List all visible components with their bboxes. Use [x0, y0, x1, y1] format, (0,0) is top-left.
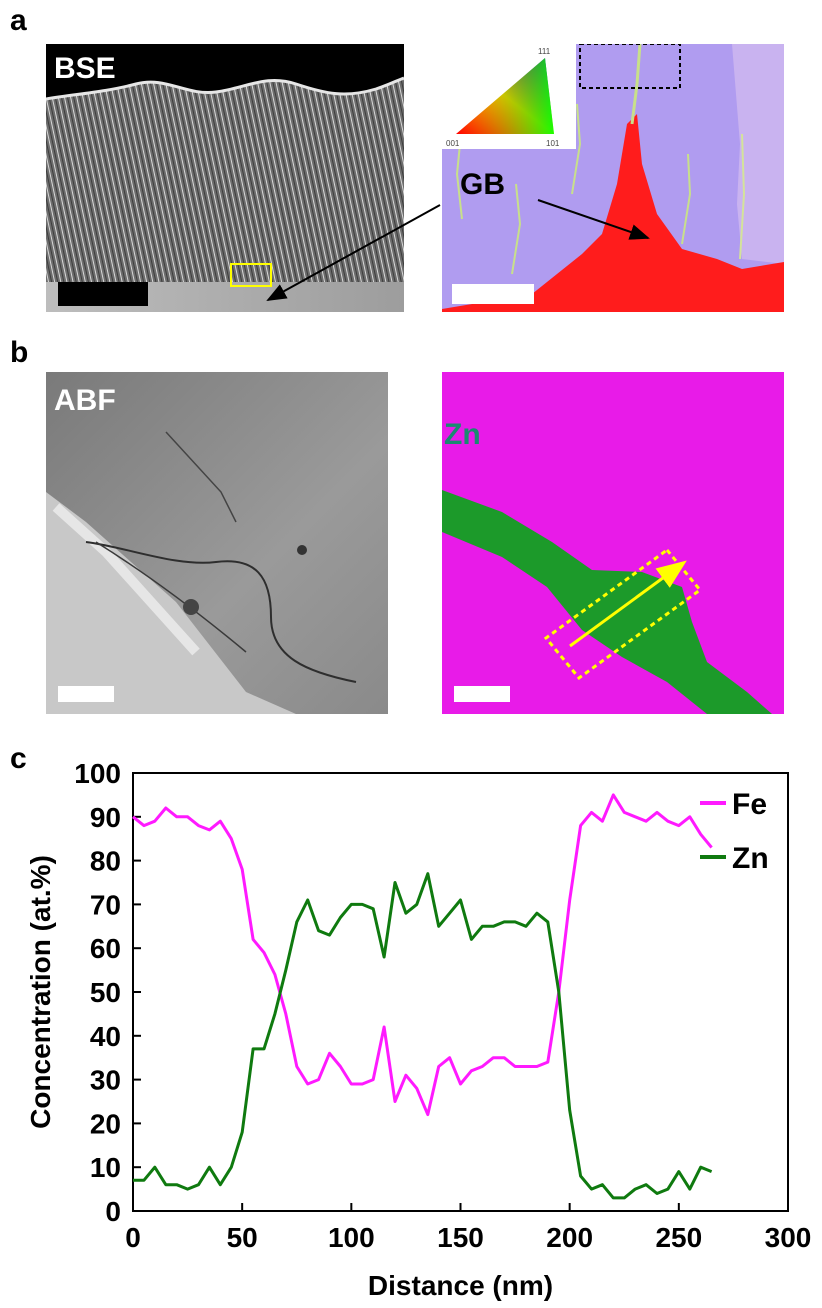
- panel-a-arrows: [266, 199, 650, 301]
- y-tick-label: 40: [90, 1021, 121, 1052]
- series-line-zn: [133, 872, 713, 1200]
- x-tick-label: 150: [437, 1222, 484, 1253]
- x-tick-label: 0: [125, 1222, 141, 1253]
- x-tick-label: 50: [227, 1222, 258, 1253]
- y-tick-label: 90: [90, 802, 121, 833]
- legend-label-fe: Fe: [732, 788, 767, 821]
- abf-micrograph: [46, 372, 388, 714]
- x-axis-label: Distance (nm): [368, 1270, 553, 1301]
- panel-label-c: c: [10, 742, 27, 775]
- ipf-color-key: 111 001 101: [442, 44, 576, 149]
- x-tick-label: 300: [765, 1222, 812, 1253]
- abf-image: ABF: [46, 372, 388, 714]
- ebsd-map: 111 001 101 GB: [442, 44, 784, 312]
- scale-bar: [454, 686, 510, 702]
- panel-label-a: a: [10, 4, 27, 37]
- y-tick-label: 100: [74, 758, 121, 789]
- y-tick-label: 80: [90, 846, 121, 877]
- concentration-profile-chart: 0 50 100 150 200 250 300 0 10 20 30 40 50 60 70 80 90 100…: [25, 758, 812, 1301]
- y-tick-label: 70: [90, 889, 121, 920]
- ipf-right-label: 101: [546, 139, 560, 148]
- scale-bar: [452, 284, 534, 304]
- line-scan-arrow: [569, 560, 687, 648]
- ipf-triangle: 111 001 101: [446, 47, 560, 148]
- y-tick-label: 20: [90, 1108, 121, 1139]
- y-tick-label: 50: [90, 977, 121, 1008]
- zn-eds-map: Zn: [442, 372, 784, 714]
- ipf-top-label: 111: [538, 47, 551, 56]
- scale-bar: [58, 282, 148, 306]
- panel-label-b: b: [10, 336, 29, 369]
- legend-label-zn: Zn: [732, 842, 769, 875]
- bse-label: BSE: [54, 52, 116, 85]
- zn-label: Zn: [444, 418, 481, 451]
- zoom-arrow: [266, 204, 441, 301]
- scale-bar: [58, 686, 114, 702]
- zn-map-graphic: [442, 490, 772, 714]
- ebsd-grain-map: [442, 44, 784, 312]
- selection-box: [230, 263, 272, 287]
- y-tick-label: 60: [90, 933, 121, 964]
- gb-arrow: [537, 199, 650, 240]
- ipf-left-label: 001: [446, 139, 460, 148]
- y-tick-label: 0: [105, 1196, 121, 1227]
- y-tick-label: 10: [90, 1152, 121, 1183]
- y-axis-label: Concentration (at.%): [25, 855, 56, 1129]
- bse-micrograph: [46, 76, 404, 312]
- x-tick-label: 100: [328, 1222, 375, 1253]
- x-tick-label: 200: [546, 1222, 593, 1253]
- bse-image: BSE: [46, 44, 404, 312]
- gb-label: GB: [460, 168, 505, 201]
- abf-label: ABF: [54, 384, 116, 417]
- x-tick-label: 250: [655, 1222, 702, 1253]
- y-tick-label: 30: [90, 1065, 121, 1096]
- series-line-fe: [132, 793, 713, 1117]
